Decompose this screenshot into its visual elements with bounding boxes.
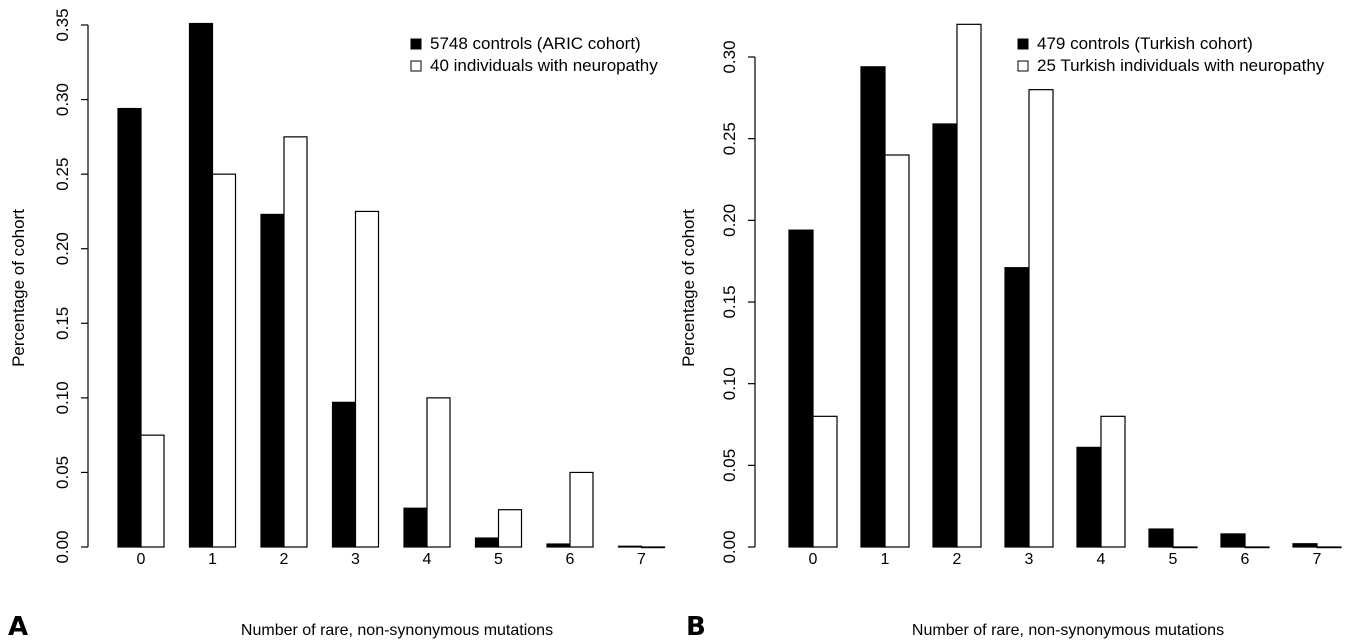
x-tick-label: 7 <box>637 551 646 568</box>
bar-series1-6 <box>1244 546 1270 549</box>
legend-label-1: 25 Turkish individuals with neuropathy <box>1037 56 1325 75</box>
bar-series0-1 <box>860 66 886 548</box>
x-tick-label: 1 <box>881 551 890 568</box>
bar-series1-7 <box>640 546 666 549</box>
bar-series1-3 <box>1028 89 1054 548</box>
bar-series0-3 <box>1004 267 1030 548</box>
panel-label-b: B <box>686 612 706 642</box>
y-tick-label: 0.20 <box>53 232 72 265</box>
y-tick-label: 0.10 <box>53 381 72 414</box>
bar-series1-5 <box>497 509 523 548</box>
bar-series0-0 <box>117 107 142 548</box>
y-tick-label: 0.00 <box>53 530 72 563</box>
bar-series0-2 <box>932 123 958 548</box>
bar-series1-7 <box>1316 546 1342 549</box>
y-tick-label: 0.15 <box>720 285 739 318</box>
legend-swatch-1 <box>410 60 422 72</box>
x-axis-title: Number of rare, non-synonymous mutations <box>241 622 553 639</box>
y-tick-label: 0.05 <box>53 456 72 489</box>
x-tick-label: 2 <box>953 551 962 568</box>
x-tick-label: 4 <box>1097 551 1106 568</box>
bar-series1-1 <box>211 173 237 548</box>
x-tick-label: 0 <box>809 551 818 568</box>
x-tick-label: 5 <box>494 551 503 568</box>
x-tick-label: 6 <box>1241 551 1250 568</box>
x-tick-label: 3 <box>351 551 360 568</box>
x-tick-label: 1 <box>208 551 217 568</box>
y-axis-title: Percentage of cohort <box>9 209 28 367</box>
bar-series1-0 <box>812 415 838 548</box>
x-tick-label: 4 <box>423 551 432 568</box>
y-tick-label: 0.30 <box>720 40 739 73</box>
bar-series1-2 <box>283 136 308 548</box>
y-tick-label: 0.30 <box>53 83 72 116</box>
x-axis-title: Number of rare, non-synonymous mutations <box>912 622 1224 639</box>
chart-plot-b: 0.00 0.05 0.10 0.15 0.20 0.25 0.30 0 1 2 3 4 5 6 7 Perc… <box>679 23 1342 639</box>
x-tick-label: 0 <box>137 551 146 568</box>
bar-series1-5 <box>1172 546 1198 549</box>
panel-label-a: A <box>8 612 29 642</box>
x-tick-label: 3 <box>1025 551 1034 568</box>
bar-series0-5 <box>1148 528 1174 548</box>
x-tick-label: 6 <box>566 551 575 568</box>
y-tick-label: 0.00 <box>720 530 739 563</box>
bar-series1-6 <box>569 471 594 548</box>
y-tick-label: 0.20 <box>720 204 739 237</box>
bar-series1-2 <box>956 23 982 548</box>
legend-swatch-1 <box>1017 60 1029 72</box>
bar-series1-4 <box>1100 415 1126 548</box>
y-tick-label: 0.35 <box>53 8 72 41</box>
x-tick-label: 2 <box>280 551 289 568</box>
legend-label-0: 479 controls (Turkish cohort) <box>1037 34 1253 53</box>
bar-series1-4 <box>426 397 451 548</box>
bar-series1-0 <box>140 434 165 548</box>
chart-plot-a: 0.00 0.05 0.10 0.15 0.20 0.25 0.30 0.35 0 1 2 3 4 5 6 7… <box>9 8 666 639</box>
legend-label-1: 40 individuals with neuropathy <box>430 56 658 75</box>
bar-series0-7 <box>1292 543 1318 548</box>
x-tick-label: 7 <box>1313 551 1322 568</box>
y-tick-label: 0.25 <box>720 122 739 155</box>
legend-swatch-0 <box>1017 38 1029 50</box>
y-tick-label: 0.25 <box>53 158 72 191</box>
bar-series0-6 <box>1220 533 1246 548</box>
legend-label-0: 5748 controls (ARIC cohort) <box>430 34 641 53</box>
y-tick-label: 0.10 <box>720 367 739 400</box>
bar-series1-3 <box>354 210 380 548</box>
y-axis-title: Percentage of cohort <box>679 209 698 367</box>
bar-series0-4 <box>1076 446 1102 548</box>
bar-series1-1 <box>884 154 910 548</box>
x-tick-label: 5 <box>1169 551 1178 568</box>
legend-swatch-0 <box>410 38 422 50</box>
y-tick-label: 0.15 <box>53 307 72 340</box>
y-tick-label: 0.05 <box>720 449 739 482</box>
bar-series0-0 <box>788 229 814 548</box>
